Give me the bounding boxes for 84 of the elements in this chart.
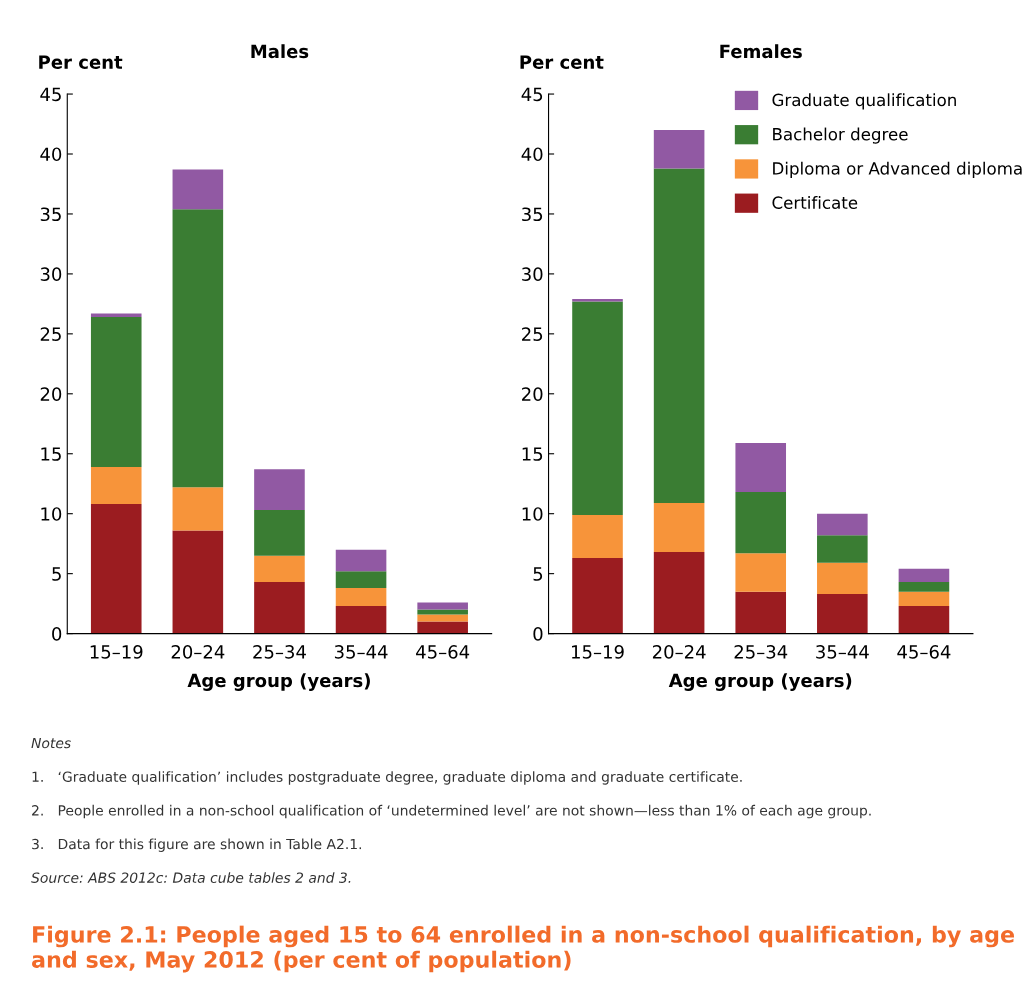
y-tick-label: 30: [522, 267, 543, 282]
source-note: Source: ABS 2012c: Data cube tables 2 and 3.: [31, 872, 351, 883]
bar: [254, 582, 305, 634]
bar: [735, 442, 787, 493]
x-tick-label: 35–44: [334, 645, 388, 659]
caption: Figure 2.1: People aged 15 to 64 enrolled in a non-school qualification, by age and sex, May 2012 (per cent of population): [32, 925, 1015, 973]
y-axis-title: Per cent: [520, 55, 604, 69]
bar: [172, 209, 224, 488]
bar: [90, 317, 142, 467]
x-tick-label: 20–24: [171, 645, 225, 659]
x-tick-label: 15–19: [572, 645, 624, 659]
bar: [417, 614, 468, 622]
y-tick-label: 40: [521, 147, 543, 162]
x-axis-title: Age group (years): [668, 673, 852, 691]
bar: [817, 513, 868, 536]
bar: [254, 510, 305, 556]
bar: [898, 568, 950, 583]
bar: [90, 313, 142, 318]
bar: [335, 549, 387, 572]
x-tick-label: 25–34: [734, 645, 788, 659]
bar: [817, 562, 868, 595]
bar: [653, 502, 705, 553]
bar: [817, 535, 868, 563]
legend-label: Certificate: [772, 196, 858, 209]
x-tick-label: 45–64: [897, 645, 951, 659]
bar: [735, 492, 787, 554]
bar: [898, 591, 950, 607]
bar: [417, 621, 468, 634]
x-tick-label: 35–44: [816, 645, 869, 659]
bar: [735, 591, 787, 634]
y-tick-label: 45: [521, 87, 543, 102]
x-tick-label: 25–34: [253, 645, 306, 659]
bar: [817, 594, 868, 634]
y-tick-label: 20: [522, 387, 543, 401]
chart-title: Females: [720, 44, 802, 59]
bar: [90, 504, 142, 634]
y-tick-label: 0: [533, 627, 543, 641]
x-axis-title: Age group (years): [187, 673, 370, 691]
y-tick-label: 35: [522, 207, 543, 222]
bar: [90, 466, 142, 505]
text: Notes: [31, 737, 71, 749]
legend-label: Bachelor degree: [773, 127, 908, 144]
bar: [172, 487, 224, 531]
y-tick-label: 15: [41, 447, 61, 461]
chart-title: Males: [251, 44, 309, 59]
bar: [735, 553, 787, 592]
text: 3. Data for this figure are shown in Table A2.1.: [32, 838, 362, 852]
y-tick-label: 0: [52, 627, 62, 641]
bar: [898, 582, 950, 592]
bar: [572, 558, 623, 634]
y-tick-label: 25: [40, 327, 61, 341]
bar: [335, 588, 387, 607]
y-tick-label: 20: [40, 387, 62, 401]
y-axis-title: Per cent: [39, 55, 123, 69]
y-tick-label: 5: [533, 567, 543, 581]
bar: [335, 571, 387, 589]
x-tick-label: 15–19: [90, 645, 143, 659]
bar: [172, 169, 224, 210]
y-tick-label: 45: [40, 87, 61, 102]
bar: [572, 514, 623, 559]
y-tick-label: 10: [41, 507, 62, 521]
bar: [572, 301, 623, 515]
text: 1. ‘Graduate qualification’ includes postgraduate degree, graduate diploma and graduate certificate.: [32, 771, 742, 785]
y-tick-label: 10: [522, 507, 543, 521]
bar: [254, 555, 305, 583]
y-tick-label: 40: [40, 147, 62, 162]
x-tick-label: 45–64: [416, 645, 470, 659]
text: 2. People enrolled in a non-school qualification of ‘undetermined level’ are not shown—less than 1% of each age group.: [32, 804, 871, 819]
y-tick-label: 35: [40, 207, 61, 222]
bar: [653, 130, 705, 169]
y-tick-label: 5: [52, 567, 61, 581]
bar: [653, 552, 705, 634]
legend-label: Graduate qualification: [772, 93, 956, 110]
bar: [653, 168, 705, 503]
legend-label: Diploma or Advanced diploma: [773, 161, 1022, 178]
y-tick-label: 15: [522, 447, 543, 461]
bar: [417, 602, 468, 610]
x-tick-label: 20–24: [652, 645, 706, 659]
bar: [172, 530, 224, 634]
y-tick-label: 30: [40, 267, 62, 282]
bar: [898, 606, 950, 634]
y-tick-label: 25: [522, 327, 543, 341]
bar: [335, 606, 387, 634]
bar: [254, 469, 305, 511]
